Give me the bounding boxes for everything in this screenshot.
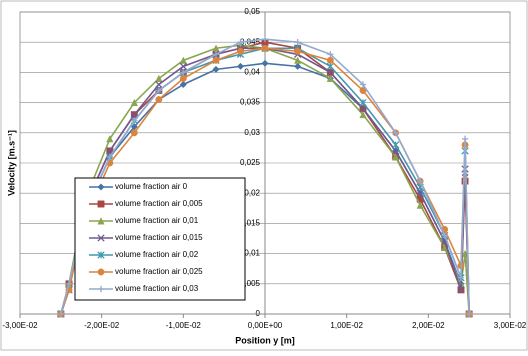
marker (65, 280, 73, 287)
legend-label: volume fraction air 0,005 (115, 199, 203, 208)
marker (465, 310, 473, 318)
marker (179, 56, 187, 64)
marker (155, 80, 163, 89)
y-tick-label: 0,015 (240, 219, 261, 228)
marker (326, 68, 334, 77)
y-tick-label: 0,05 (244, 7, 260, 16)
marker (57, 310, 65, 318)
legend-box (74, 177, 246, 301)
marker (326, 62, 334, 71)
legend-marker (97, 251, 105, 259)
marker (130, 129, 138, 137)
marker (131, 117, 138, 124)
marker (294, 39, 301, 46)
legend-marker (97, 234, 105, 242)
legend-label: volume fraction air 0 (115, 182, 188, 191)
marker (359, 81, 367, 88)
legend-marker (97, 268, 105, 276)
x-tick-label: 0,00E+00 (248, 321, 283, 330)
legend-marker (97, 200, 105, 208)
y-axis-label: Velocity [m.s⁻¹] (6, 130, 16, 196)
marker (179, 62, 187, 71)
marker (457, 274, 465, 281)
marker (326, 56, 334, 64)
y-tick-label: 0,04 (244, 68, 260, 77)
legend-label: volume fraction air 0,015 (115, 233, 203, 242)
x-axis-label: Position y [m] (235, 335, 295, 345)
marker (326, 74, 334, 82)
legend-label: volume fraction air 0,01 (115, 216, 199, 225)
marker (392, 129, 399, 136)
x-tick-label: -3,00E-02 (2, 321, 38, 330)
marker (212, 51, 220, 58)
marker (359, 98, 367, 107)
legend-marker (97, 183, 105, 191)
legend-marker (97, 217, 105, 225)
legend-marker (97, 285, 105, 293)
marker (179, 75, 187, 82)
marker (261, 44, 269, 52)
marker (237, 47, 244, 55)
marker (294, 47, 302, 55)
y-tick-label: 0,045 (240, 37, 261, 46)
legend-label: volume fraction air 0,025 (115, 267, 203, 276)
x-tick-label: -2,00E-02 (84, 321, 120, 330)
marker (416, 201, 424, 209)
y-tick-label: 0,025 (240, 158, 261, 167)
marker (237, 39, 244, 46)
y-tick-label: 0,035 (240, 98, 261, 107)
marker (261, 35, 269, 43)
marker (327, 51, 334, 58)
marker (392, 153, 400, 161)
marker (130, 111, 138, 119)
y-tick-label: 0,02 (244, 188, 260, 197)
marker (130, 98, 138, 107)
marker (180, 69, 187, 76)
y-tick-label: 0,03 (244, 128, 260, 137)
marker (155, 74, 163, 82)
x-tick-label: -1,00E-02 (166, 321, 202, 330)
x-tick-label: 1,00E-02 (330, 321, 363, 330)
marker (155, 96, 163, 103)
legend-label: volume fraction air 0,03 (115, 284, 199, 293)
marker (457, 286, 465, 294)
marker (294, 62, 302, 70)
marker (236, 62, 245, 70)
marker (261, 59, 269, 67)
marker (416, 177, 424, 185)
marker (212, 65, 220, 73)
marker (212, 56, 220, 64)
marker (106, 153, 114, 161)
marker (294, 56, 302, 64)
marker (441, 232, 448, 239)
marker (461, 135, 469, 143)
marker (359, 110, 367, 119)
marker (155, 87, 163, 94)
x-tick-label: 2,00E-02 (412, 321, 445, 330)
marker (106, 135, 114, 143)
y-tick-label: 0,005 (240, 279, 261, 288)
marker (179, 80, 187, 89)
y-tick-label: 0,01 (244, 249, 260, 258)
legend-label: volume fraction air 0,02 (115, 250, 199, 259)
x-tick-label: 3,00E-02 (494, 321, 527, 330)
marker (392, 141, 400, 149)
